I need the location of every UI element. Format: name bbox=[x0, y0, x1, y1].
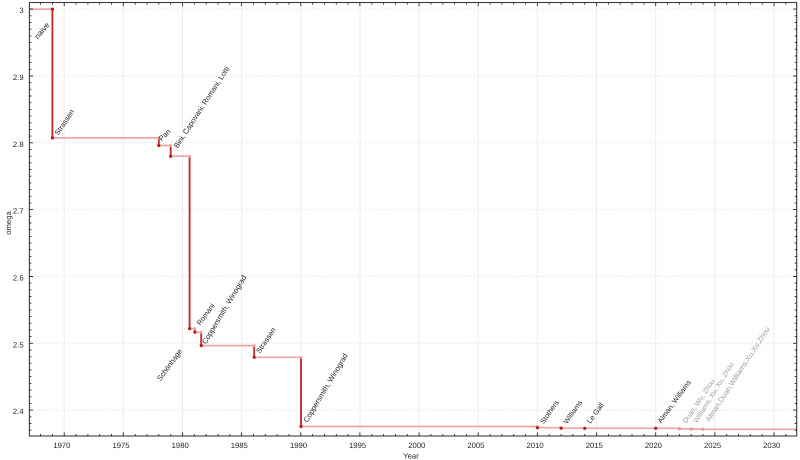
svg-text:2025: 2025 bbox=[704, 441, 721, 450]
svg-text:3: 3 bbox=[19, 6, 23, 15]
svg-text:2000: 2000 bbox=[408, 441, 425, 450]
svg-text:2.6: 2.6 bbox=[13, 274, 24, 283]
svg-text:1990: 1990 bbox=[290, 441, 307, 450]
svg-text:2.8: 2.8 bbox=[13, 140, 24, 149]
svg-text:2.9: 2.9 bbox=[13, 73, 24, 82]
svg-text:2.7: 2.7 bbox=[13, 207, 24, 216]
svg-text:2.5: 2.5 bbox=[13, 340, 24, 349]
svg-text:1995: 1995 bbox=[349, 441, 366, 450]
svg-text:2015: 2015 bbox=[586, 441, 603, 450]
svg-text:1970: 1970 bbox=[53, 441, 70, 450]
svg-text:2030: 2030 bbox=[763, 441, 780, 450]
svg-text:omega: omega bbox=[4, 211, 13, 235]
svg-text:2005: 2005 bbox=[467, 441, 484, 450]
svg-text:2010: 2010 bbox=[527, 441, 544, 450]
svg-text:1975: 1975 bbox=[112, 441, 129, 450]
svg-text:2020: 2020 bbox=[645, 441, 662, 450]
svg-text:Year: Year bbox=[403, 452, 419, 460]
svg-text:1985: 1985 bbox=[231, 441, 248, 450]
svg-text:2.4: 2.4 bbox=[13, 407, 24, 416]
svg-text:1980: 1980 bbox=[172, 441, 189, 450]
